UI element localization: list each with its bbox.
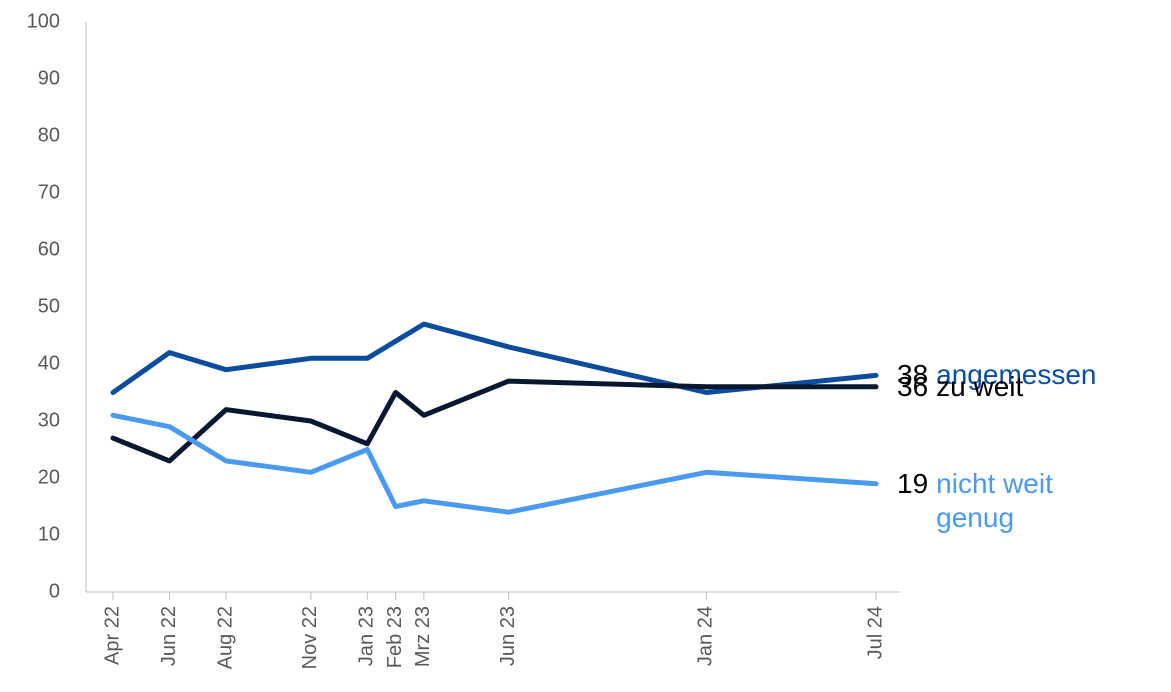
y-tick-label: 70 <box>38 181 60 203</box>
y-tick-label: 50 <box>38 295 60 317</box>
y-tick-label: 10 <box>38 523 60 545</box>
y-tick-label: 100 <box>27 10 60 32</box>
x-tick-label: Jun 23 <box>497 606 519 666</box>
line-series <box>110 378 879 464</box>
y-tick-label: 80 <box>38 124 60 146</box>
series-name: zu weit <box>936 370 1024 402</box>
line-series <box>110 321 879 395</box>
y-tick-label: 0 <box>49 580 60 602</box>
line-series <box>110 412 879 515</box>
series-name: nicht weit genug <box>936 467 1053 533</box>
end-value: 36 <box>897 370 929 402</box>
x-tick-label: Aug 22 <box>214 606 236 669</box>
y-tick-label: 60 <box>38 238 60 260</box>
y-tick-label: 40 <box>38 352 60 374</box>
x-tick-label: Jul 24 <box>864 606 886 659</box>
x-tick-label: Feb 23 <box>384 606 406 668</box>
end-label: 36 zu weit <box>897 370 1023 404</box>
series-name: angemessen <box>936 359 1097 391</box>
y-tick-label: 20 <box>38 466 60 488</box>
end-value: 38 <box>897 359 929 391</box>
y-tick-label: 30 <box>38 409 60 431</box>
end-label: 38 angemessen <box>897 358 1097 392</box>
x-tick-label: Apr 22 <box>101 606 123 665</box>
x-tick-label: Jun 22 <box>158 606 180 666</box>
x-tick-label: Jan 24 <box>695 606 717 666</box>
x-tick-label: Jan 23 <box>356 606 378 666</box>
end-label: 19 nicht weit genug <box>897 467 1106 535</box>
x-tick-label: Nov 22 <box>299 606 321 669</box>
y-tick-label: 90 <box>38 67 60 89</box>
end-value: 19 <box>897 467 929 499</box>
x-tick-label: Mrz 23 <box>412 606 434 667</box>
